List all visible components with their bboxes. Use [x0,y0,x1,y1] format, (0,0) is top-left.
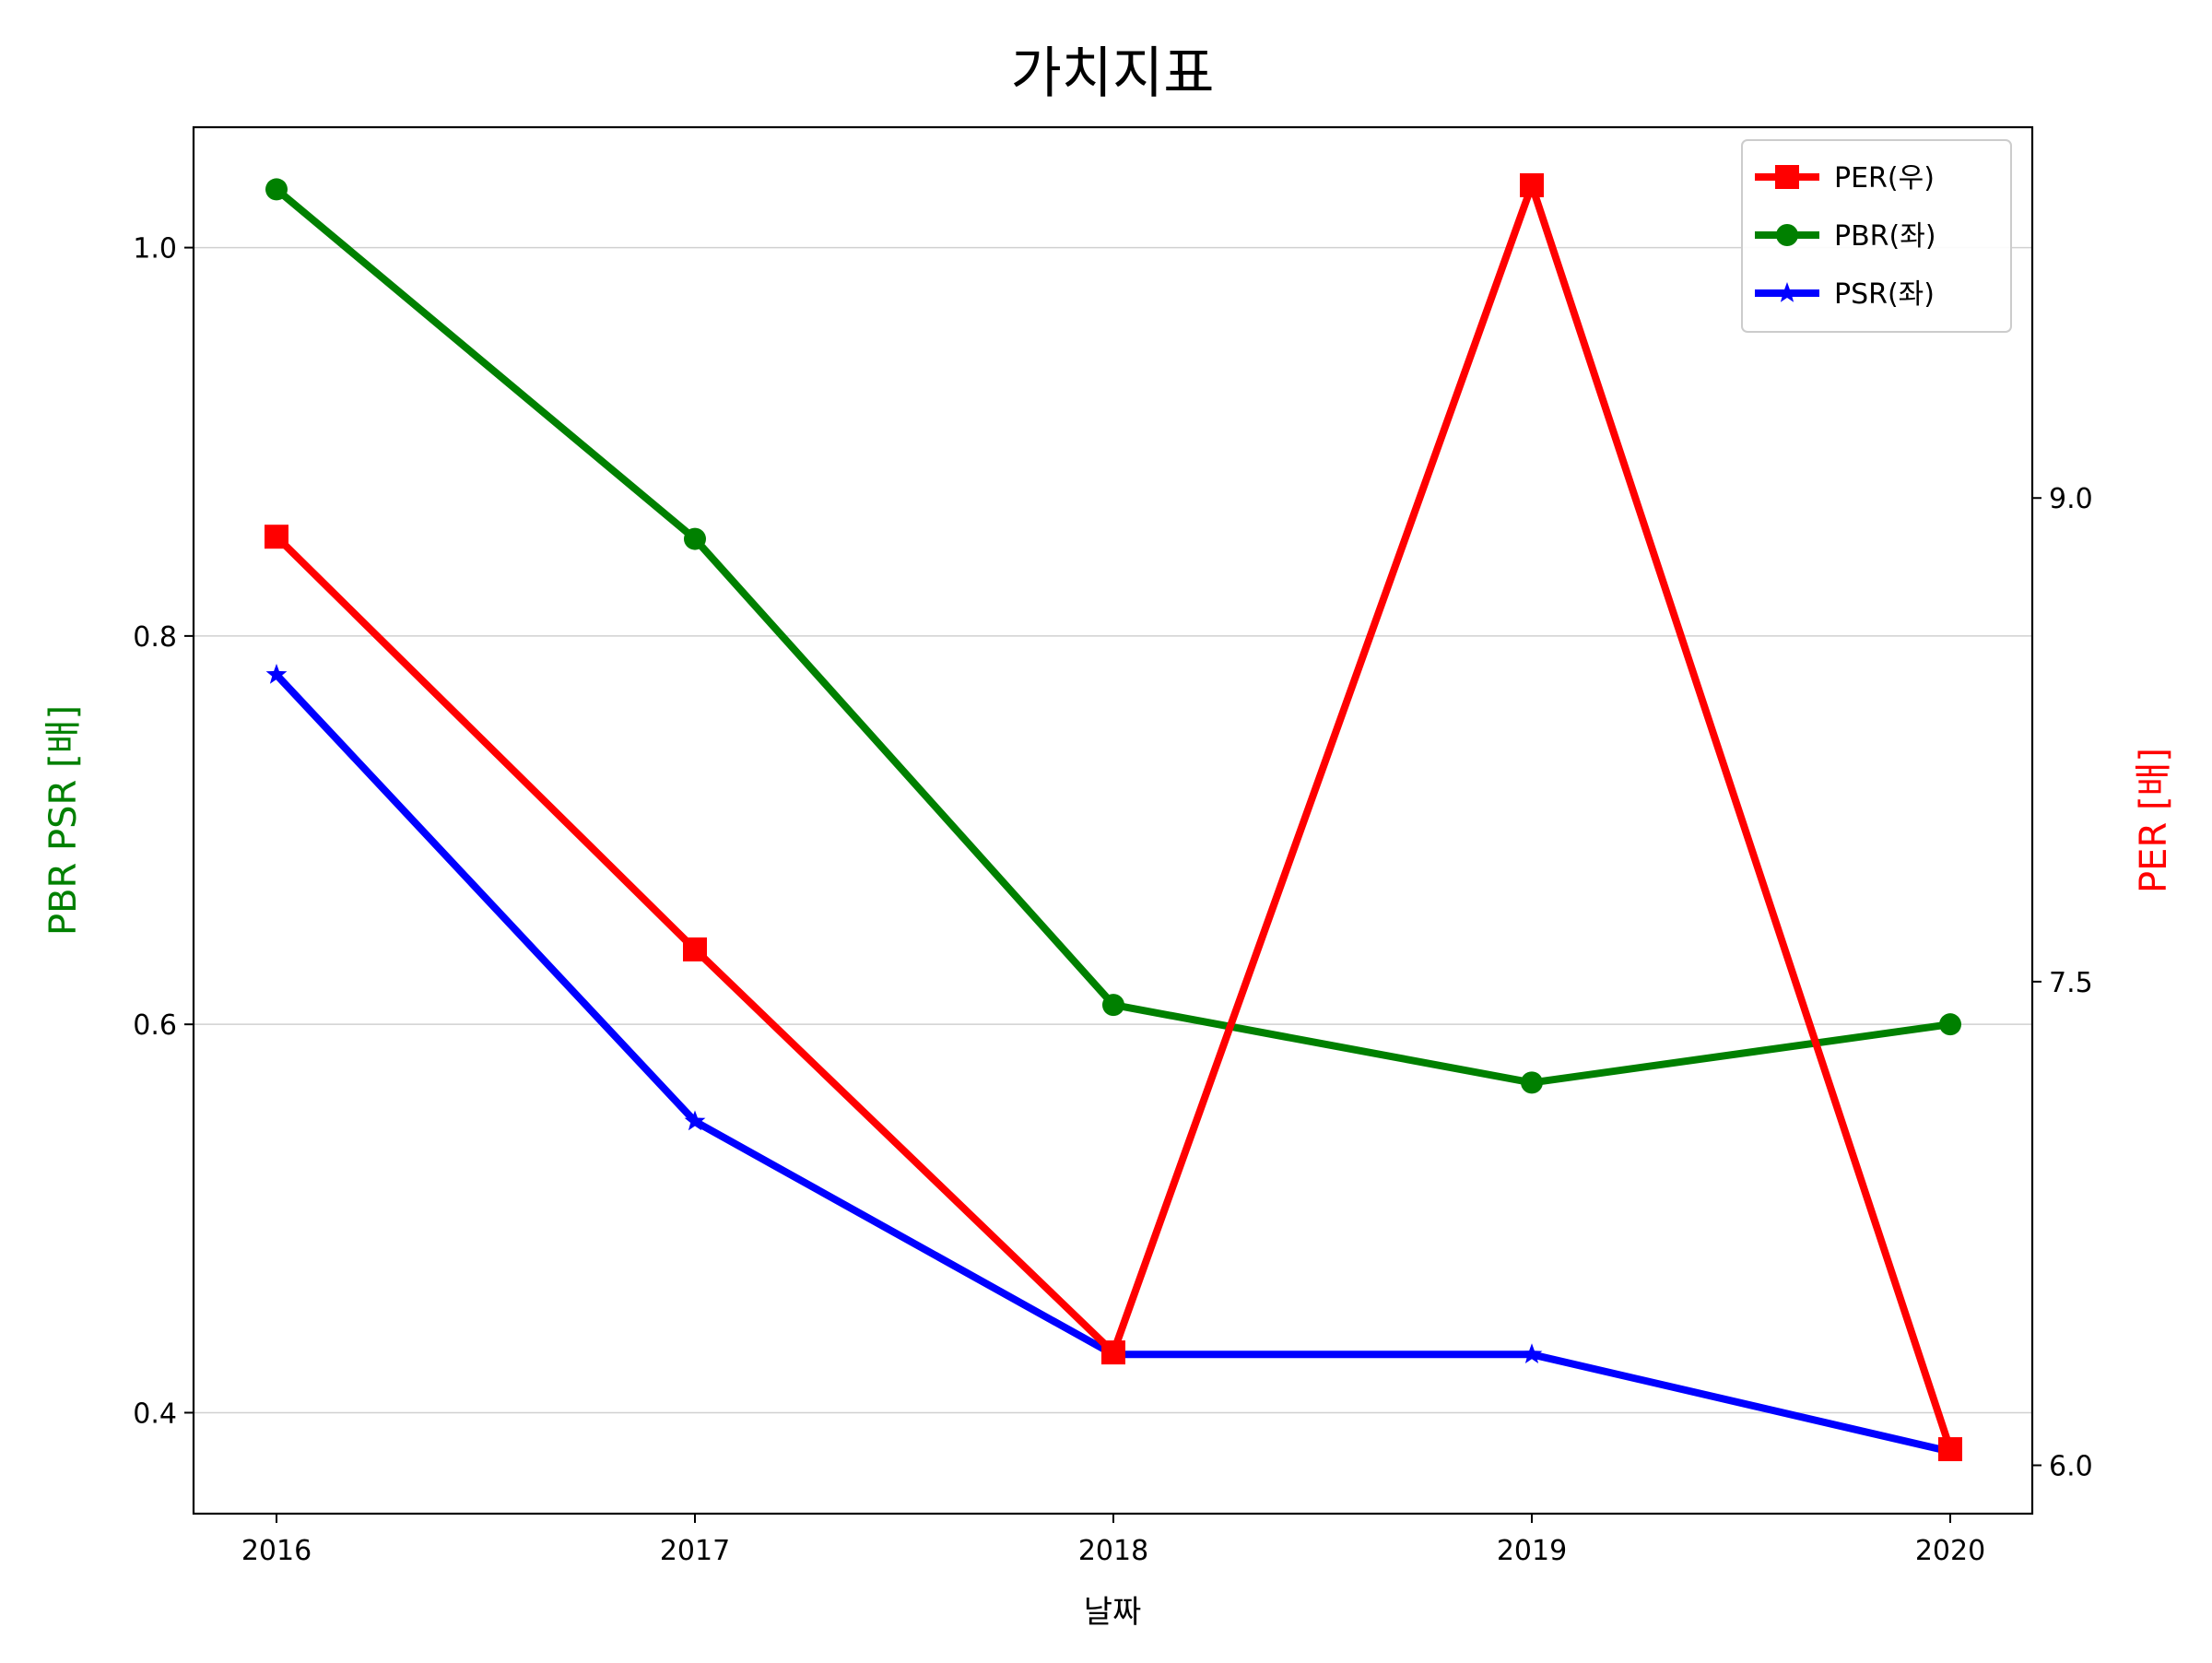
legend-item-pbr: PBR(좌) [1755,220,1936,253]
data-point-per [265,525,288,549]
data-point-pbr [265,178,288,201]
axes: 2016 2017 2018 2019 2020 0.4 0.6 0.8 1.0 6.0 7.5 9.… [133,233,2092,1567]
legend-item-psr: PSR(좌) [1755,278,1935,311]
legend-box [1741,139,2012,333]
data-point-per [1938,1437,1962,1462]
x-tick-label: 2019 [1497,1535,1567,1567]
legend-marker [1776,282,1798,302]
series-pbr [265,178,1961,1094]
data-point-psr [684,1110,706,1131]
data-point-pbr [684,527,706,550]
x-tick-label: 2016 [241,1535,312,1567]
plot-frame [192,125,2034,1516]
chart-title: 가치지표 [1011,41,1215,106]
y-right-tick-label: 9.0 [2049,483,2093,515]
data-point-pbr [1521,1071,1543,1094]
y-axis-right-label: PER [배] [2133,748,2175,893]
y-right-tick-label: 6.0 [2049,1451,2093,1483]
data-point-per [683,937,707,961]
data-point-psr [1521,1343,1543,1363]
legend-marker [1776,224,1798,246]
series-layer [265,172,1962,1462]
x-tick-label: 2020 [1915,1535,1985,1567]
legend-label: PER(우) [1834,162,1935,195]
data-point-psr [265,664,288,684]
grid-lines [194,246,2032,1414]
legend: PER(우) PBR(좌) PSR(좌) [1741,139,2012,333]
x-tick-label: 2017 [660,1535,730,1567]
y-left-tick-label: 0.6 [133,1009,177,1042]
series-line-per [273,182,1954,1453]
x-axis-label: 날짜 [1084,1594,1142,1631]
y-left-tick-label: 0.4 [133,1398,177,1430]
y-right-tick-label: 7.5 [2049,967,2093,999]
legend-label: PSR(좌) [1834,278,1935,311]
data-point-per [1101,1340,1125,1365]
series-per [265,172,1962,1462]
y-left-tick-label: 1.0 [133,233,177,265]
y-axis-left-label: PBR PSR [배] [42,705,85,936]
y-left-tick-label: 0.8 [133,621,177,654]
x-tick-label: 2018 [1078,1535,1148,1567]
data-point-pbr [1939,1013,1961,1036]
data-point-pbr [1102,994,1124,1017]
legend-marker [1775,165,1799,189]
legend-item-per: PER(우) [1755,162,1935,195]
data-point-per [1520,172,1544,197]
series-line-psr [273,671,1954,1456]
legend-label: PBR(좌) [1834,220,1936,253]
